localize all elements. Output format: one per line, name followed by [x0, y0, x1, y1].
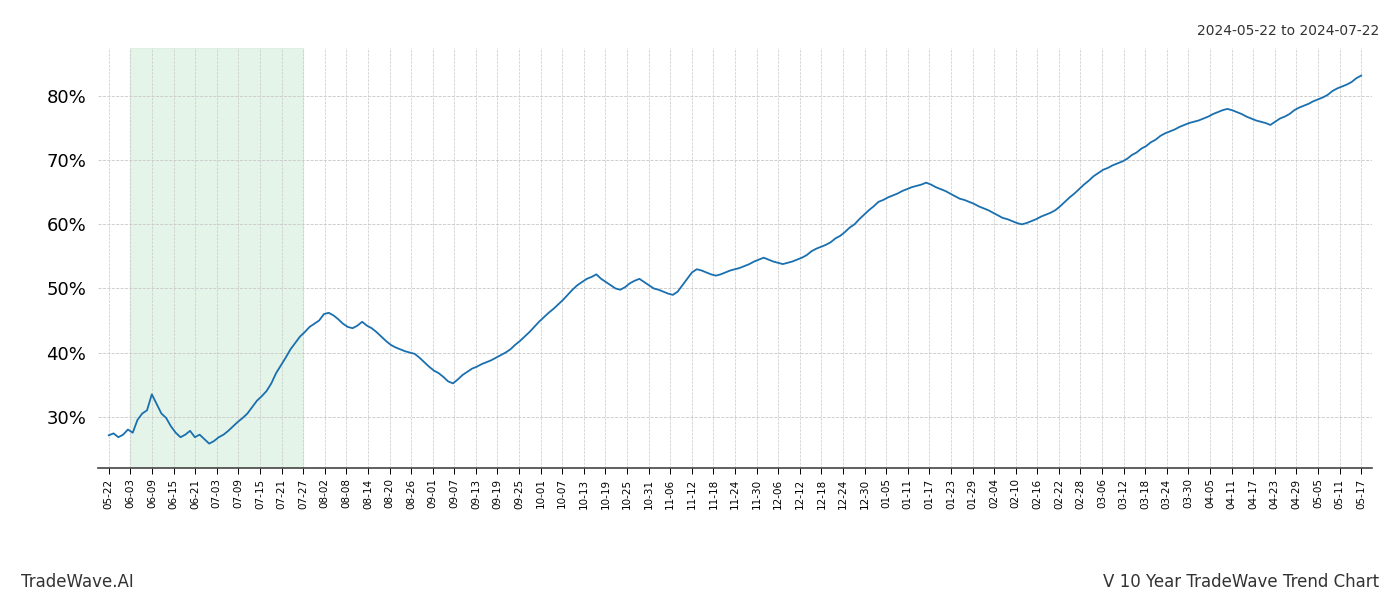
Text: V 10 Year TradeWave Trend Chart: V 10 Year TradeWave Trend Chart [1103, 573, 1379, 591]
Text: 2024-05-22 to 2024-07-22: 2024-05-22 to 2024-07-22 [1197, 24, 1379, 38]
Text: TradeWave.AI: TradeWave.AI [21, 573, 134, 591]
Bar [130, 48, 304, 468]
